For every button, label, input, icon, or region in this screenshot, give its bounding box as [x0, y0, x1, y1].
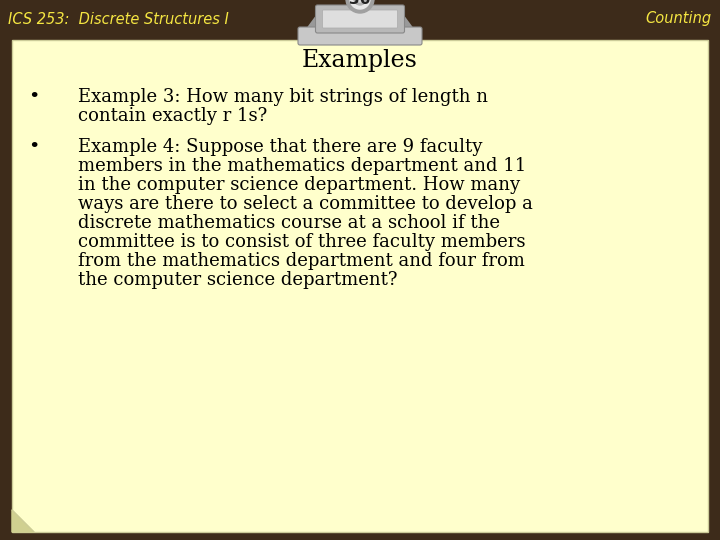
Text: Example 3: How many bit strings of length n: Example 3: How many bit strings of lengt… — [78, 88, 488, 106]
Text: members in the mathematics department and 11: members in the mathematics department an… — [78, 157, 526, 175]
Text: •: • — [28, 88, 40, 106]
Text: discrete mathematics course at a school if the: discrete mathematics course at a school … — [78, 214, 500, 232]
Text: •: • — [28, 138, 40, 156]
Circle shape — [354, 0, 366, 5]
FancyBboxPatch shape — [315, 5, 405, 33]
Text: 36: 36 — [349, 0, 371, 6]
Text: the computer science department?: the computer science department? — [78, 271, 397, 289]
FancyBboxPatch shape — [323, 10, 397, 28]
Circle shape — [350, 0, 370, 9]
Circle shape — [357, 0, 363, 2]
Text: Examples: Examples — [302, 49, 418, 71]
Circle shape — [346, 0, 374, 13]
Polygon shape — [12, 510, 34, 532]
Text: ways are there to select a committee to develop a: ways are there to select a committee to … — [78, 195, 533, 213]
Text: in the computer science department. How many: in the computer science department. How … — [78, 176, 520, 194]
Text: ICS 253:  Discrete Structures I: ICS 253: Discrete Structures I — [8, 11, 229, 26]
FancyBboxPatch shape — [298, 27, 422, 45]
Text: from the mathematics department and four from: from the mathematics department and four… — [78, 252, 525, 270]
Text: contain exactly r 1s?: contain exactly r 1s? — [78, 107, 267, 125]
Text: Counting: Counting — [646, 11, 712, 26]
Text: Example 4: Suppose that there are 9 faculty: Example 4: Suppose that there are 9 facu… — [78, 138, 482, 156]
FancyBboxPatch shape — [12, 40, 708, 532]
Text: committee is to consist of three faculty members: committee is to consist of three faculty… — [78, 233, 526, 251]
